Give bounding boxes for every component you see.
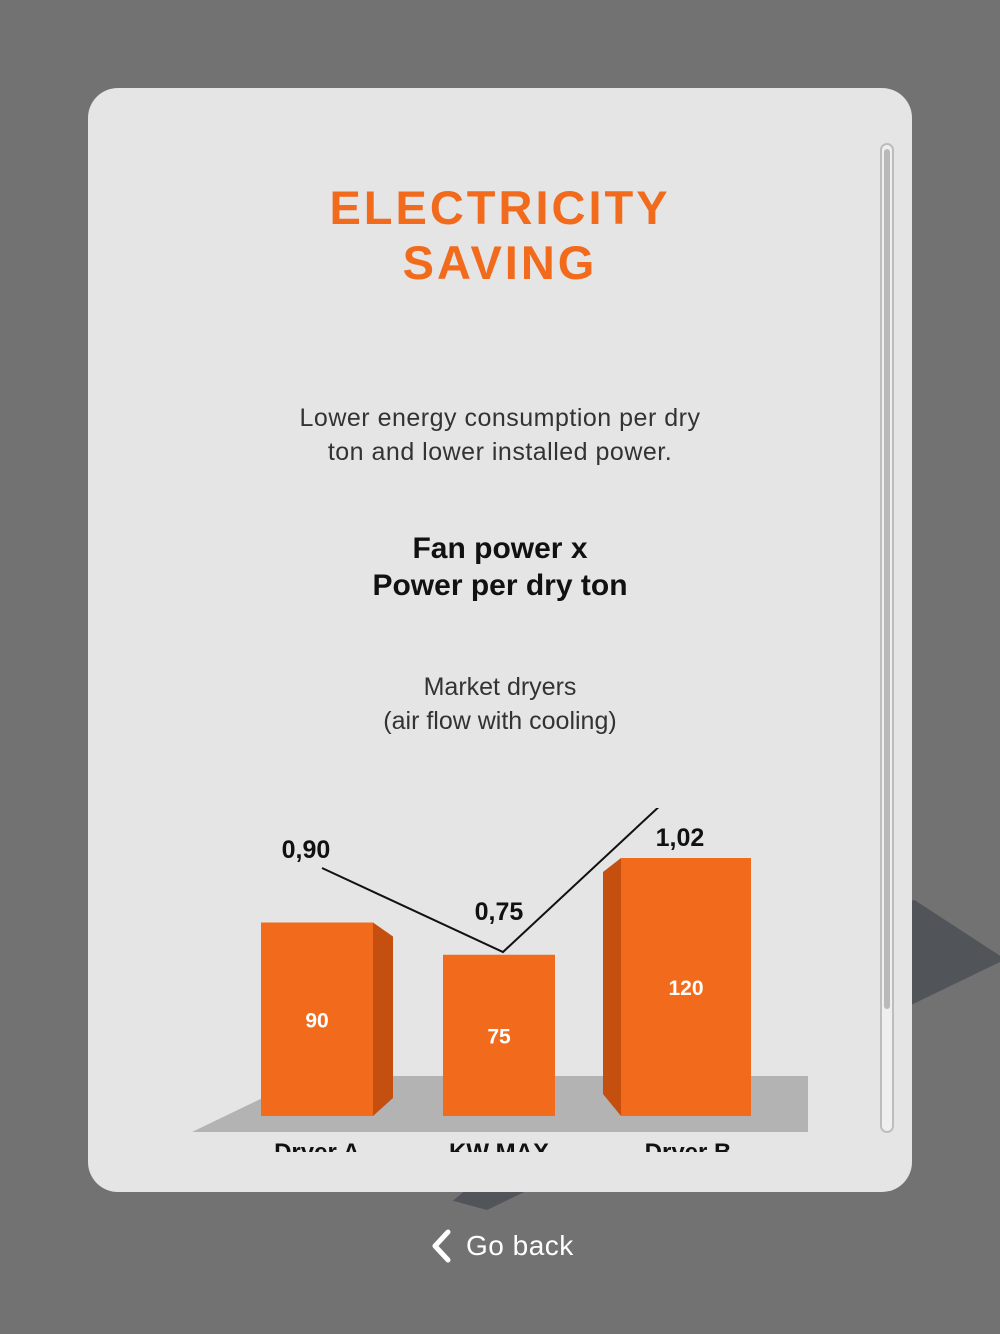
category-label-2: Dryer B (645, 1139, 732, 1152)
bar-0 (261, 922, 373, 1116)
line-value-label-1: 0,75 (475, 898, 524, 926)
category-label-0: Dryer A (274, 1139, 360, 1152)
title-line-1: ELECTRICITY (329, 181, 671, 234)
scrollbar-thumb[interactable] (884, 149, 890, 1009)
market-line-1: Market dryers (423, 673, 577, 701)
line-series (321, 808, 660, 954)
description-line-2: ton and lower installed power. (327, 438, 673, 466)
bar-chart-svg: 90 75 120 0,90 0,75 1,02 Dryer A KW MAX Dryer B (192, 808, 808, 1152)
bar-side-0 (373, 922, 393, 1116)
line-value-label-0: 0,90 (282, 836, 331, 864)
bar-2 (621, 858, 751, 1116)
go-back-button[interactable]: Go back (430, 1226, 574, 1266)
bar-value-label-1: 75 (487, 1025, 511, 1048)
scrollbar[interactable] (880, 143, 894, 1133)
market-line-2: (air flow with cooling) (383, 707, 617, 735)
line-value-label-2: 1,02 (656, 824, 705, 852)
market-caption: Market dryers (air flow with cooling) (88, 670, 912, 738)
bar-chart: 90 75 120 0,90 0,75 1,02 Dryer A KW MAX Dryer B (88, 808, 912, 1152)
chevron-left-icon (432, 1229, 451, 1263)
description-text: Lower energy consumption per dry ton and… (88, 401, 912, 469)
subtitle-line-2: Power per dry ton (372, 569, 628, 602)
description-line-1: Lower energy consumption per dry (299, 404, 701, 432)
category-label-1: KW MAX (449, 1139, 549, 1152)
bar-side-2 (603, 858, 621, 1116)
page-title: ELECTRICITY SAVING (88, 180, 912, 290)
subtitle-line-1: Fan power x (412, 532, 588, 565)
bar-1 (443, 954, 555, 1116)
chart-subtitle: Fan power x Power per dry ton (88, 530, 912, 604)
title-line-2: SAVING (402, 236, 598, 289)
bar-value-label-2: 120 (668, 977, 703, 1000)
go-back-label: Go back (466, 1230, 574, 1261)
info-card[interactable]: ELECTRICITY SAVING Lower energy consumpt… (88, 88, 912, 1192)
bar-value-label-0: 90 (305, 1009, 328, 1032)
